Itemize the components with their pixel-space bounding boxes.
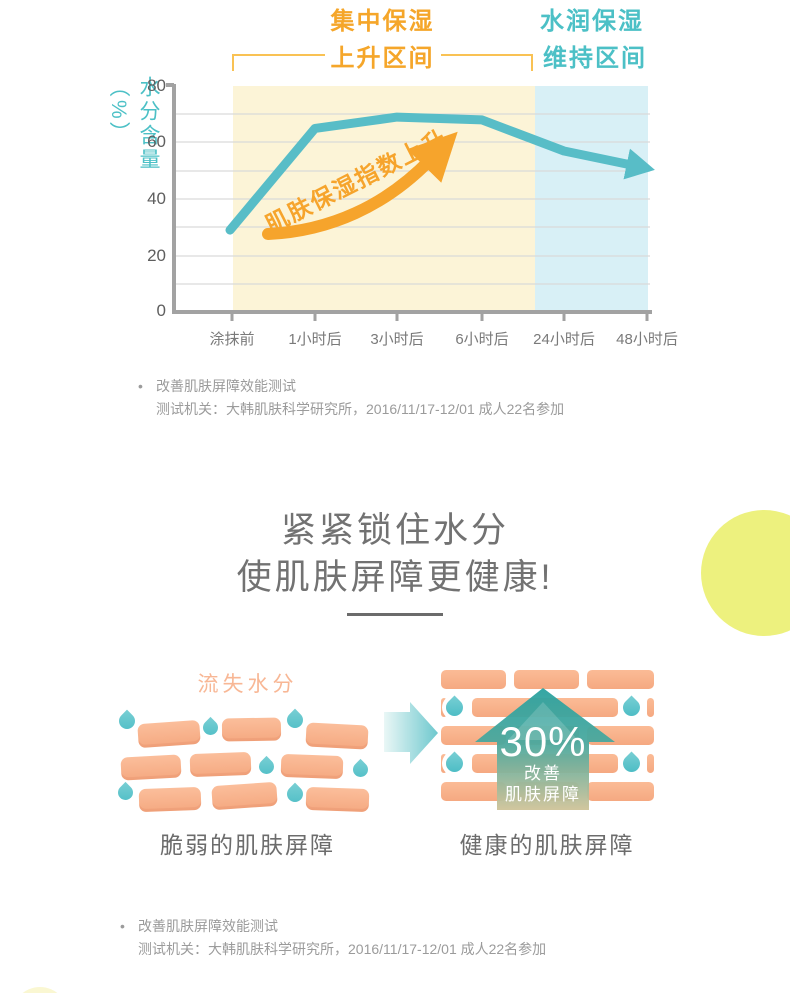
phase1-title: 集中保湿: [330, 8, 435, 35]
brick: [441, 754, 447, 773]
x-label-24h: 24小时后: [533, 331, 595, 348]
brick: [587, 782, 654, 801]
phase1-subtitle: 上升区间: [330, 44, 435, 72]
healthy-barrier-caption: 健康的肌肤屏障: [459, 832, 635, 858]
improvement-up-arrow: 30% 改善 肌肤屏障: [475, 688, 615, 810]
y-tick-80: 80: [147, 76, 166, 95]
chart-test-note: • 改善肌肤屏障效能测试 测试机关：大韩肌肤科学研究所，2016/11/17-1…: [138, 375, 565, 421]
headline-line2: 使肌肤屏障更健康!: [236, 558, 554, 597]
diagram-test-note: • 改善肌肤屏障效能测试 测试机关：大韩肌肤科学研究所，2016/11/17-1…: [120, 915, 547, 961]
note-bullet: •: [138, 378, 143, 394]
x-label-before: 涂抹前: [209, 331, 255, 348]
brick: [647, 698, 654, 717]
weak-barrier-diagram: [105, 660, 390, 830]
water-drop-icon: [114, 781, 137, 804]
brick: [211, 781, 278, 811]
y-tick-40: 40: [147, 189, 166, 208]
brick: [441, 782, 506, 801]
note-line2: 测试机关：大韩肌肤科学研究所，2016/11/17-12/01 成人22名参加: [138, 941, 547, 957]
axes: [166, 83, 652, 314]
bracket-tick-left: [232, 54, 234, 71]
brick: [441, 670, 506, 689]
bracket-line: [440, 54, 531, 56]
transition-arrow-icon: [384, 702, 438, 764]
note-bullet: •: [120, 918, 125, 934]
brick: [138, 786, 202, 813]
wall-row: [441, 670, 654, 689]
note-line1: 改善肌肤屏障效能测试: [156, 378, 296, 394]
bracket-line: [234, 54, 325, 56]
brick: [280, 753, 344, 780]
y-tick-60: 60: [147, 132, 166, 151]
x-tick-marks: [230, 314, 649, 321]
x-label-3h: 3小时后: [370, 331, 424, 348]
phase2-title: 水润保湿: [540, 8, 644, 35]
water-drop-icon: [283, 782, 307, 806]
headline-divider: [347, 613, 443, 616]
y-tick-0: 0: [156, 301, 166, 320]
phase2-subtitle: 维持区间: [543, 44, 647, 72]
x-label-1h: 1小时后: [288, 331, 342, 348]
losing-moisture-label: 流失水分: [197, 673, 298, 696]
brick: [120, 754, 182, 781]
improvement-label1: 改善: [524, 764, 562, 783]
region-maintain-moisture: [535, 86, 648, 310]
phase2-bracket: 维持区间: [537, 38, 647, 72]
brick: [647, 754, 654, 773]
arrow-highlight: [508, 702, 578, 740]
moisture-chart: 肌肤保湿指数上升: [166, 83, 655, 321]
x-label-48h: 48小时后: [616, 331, 678, 348]
rising-index-arrow: [262, 131, 458, 240]
water-drop-icon: [283, 708, 307, 732]
water-drop-icon: [115, 709, 139, 733]
headline-line1: 紧紧锁住水分: [280, 511, 509, 550]
brick: [221, 717, 282, 742]
note-line1: 改善肌肤屏障效能测试: [138, 918, 278, 934]
headline: 紧紧锁住水分 使肌肤屏障更健康!: [0, 507, 790, 601]
phase-label-intensive: 集中保湿 上升区间: [232, 6, 533, 72]
decor-bottom-arc: [12, 987, 68, 993]
brick: [305, 722, 369, 750]
water-drop-icon: [349, 758, 372, 781]
brick: [514, 670, 579, 689]
improvement-label2: 肌肤屏障: [505, 785, 581, 804]
brick: [305, 786, 370, 813]
improvement-percent: 30%: [499, 718, 586, 765]
weak-barrier-caption: 脆弱的肌肤屏障: [160, 832, 335, 858]
moisture-line: [225, 112, 655, 235]
brick: [189, 751, 252, 778]
water-drop-icon: [255, 755, 278, 778]
brick: [137, 719, 201, 749]
bracket-tick-right: [531, 54, 533, 71]
water-drop-icon: [199, 716, 222, 739]
phase1-bracket: 上升区间: [232, 38, 533, 72]
y-tick-20: 20: [147, 246, 166, 265]
brick: [587, 670, 654, 689]
phase-label-maintain: 水润保湿 维持区间: [537, 6, 647, 72]
brick: [441, 698, 447, 717]
note-line2: 测试机关：大韩肌肤科学研究所，2016/11/17-12/01 成人22名参加: [156, 401, 565, 417]
y-axis-title: 水分含量（%）: [107, 76, 160, 172]
x-label-6h: 6小时后: [455, 331, 509, 348]
